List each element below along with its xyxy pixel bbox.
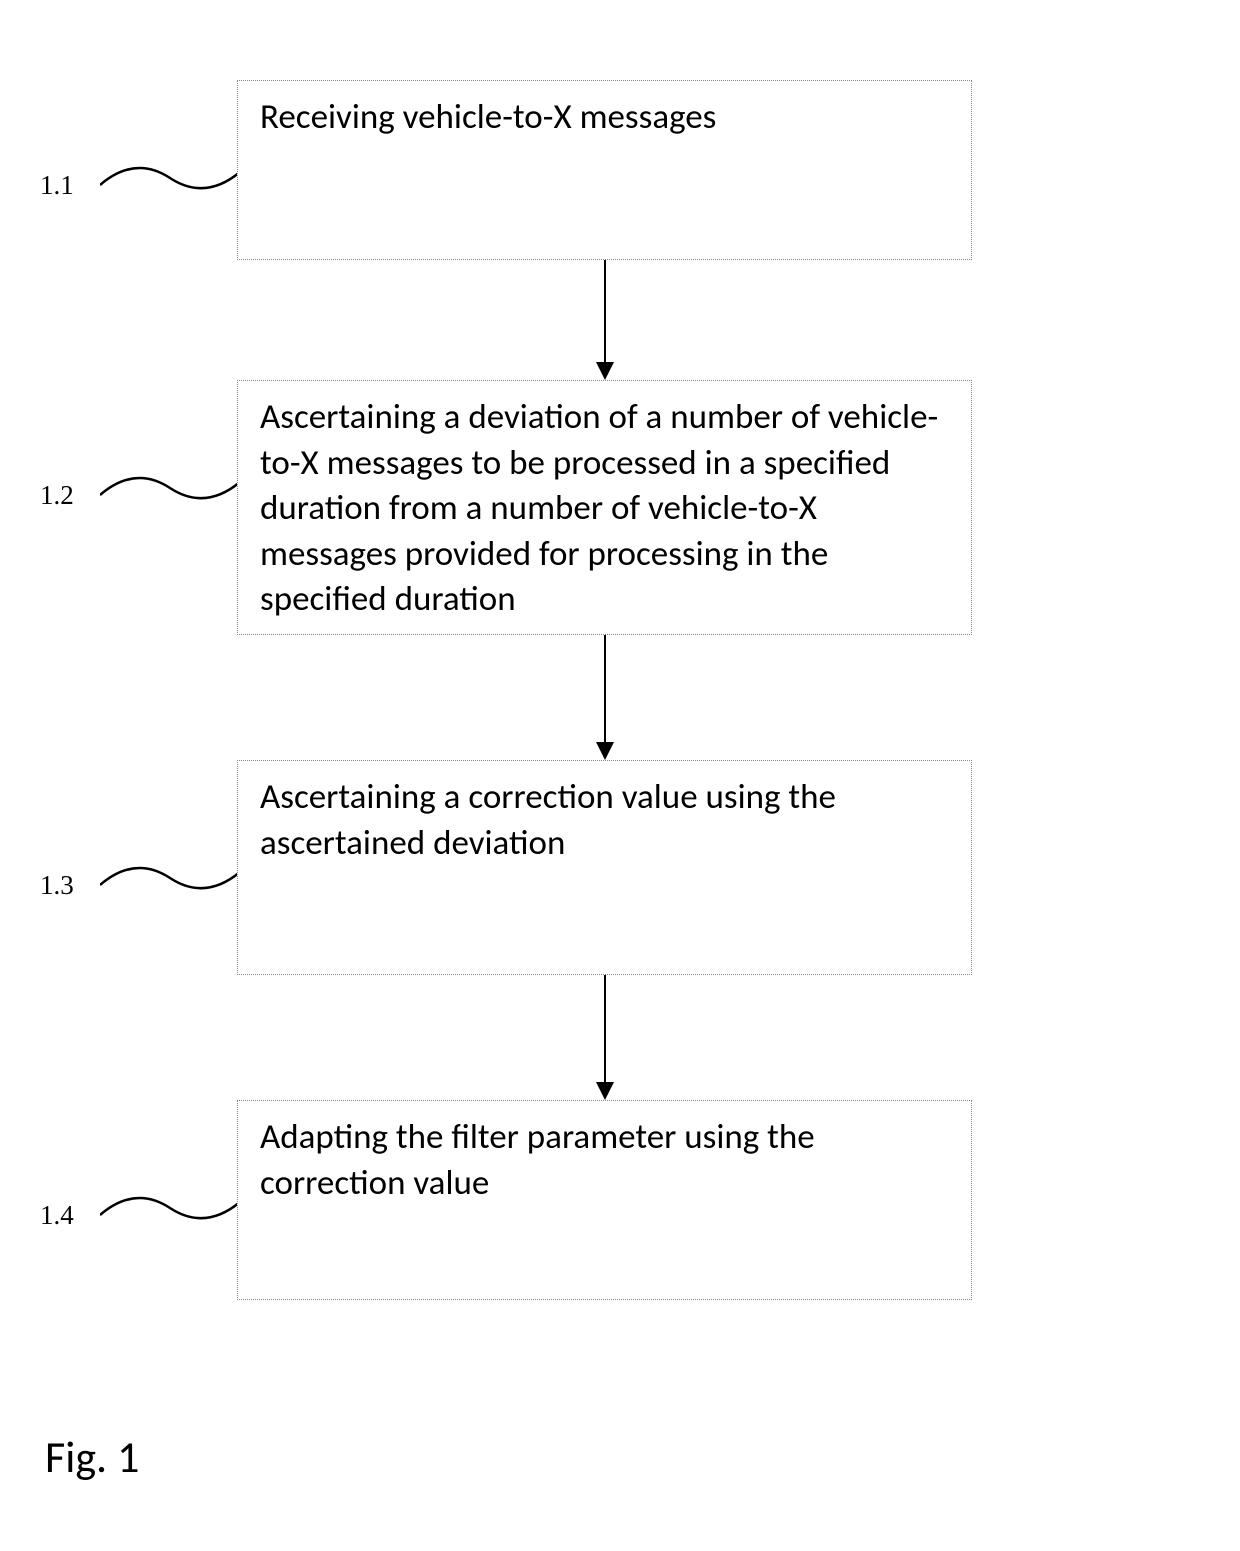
arrow-2-3 [604,635,606,742]
connector-1-2 [100,470,240,510]
step-text-1-4: Adapting the filter parameter using the … [260,1116,815,1204]
arrow-head-1-2 [596,362,614,380]
connector-1-4 [100,1190,240,1230]
step-label-1-4: 1.4 [40,1200,74,1231]
figure-caption: Fig. 1 [45,1430,139,1484]
step-label-1-2: 1.2 [40,480,74,511]
step-text-1-3: Ascertaining a correction value using th… [260,776,836,864]
step-label-1-3: 1.3 [40,870,74,901]
arrow-head-3-4 [596,1082,614,1100]
arrow-3-4 [604,975,606,1082]
arrow-head-2-3 [596,742,614,760]
connector-1-1 [100,160,240,200]
step-box-1-2: Ascertaining a deviation of a number of … [237,380,972,635]
step-text-1-2: Ascertaining a deviation of a number of … [260,396,938,620]
step-text-1-1: Receiving vehicle-to-X messages [260,96,716,138]
step-box-1-3: Ascertaining a correction value using th… [237,760,972,975]
arrow-1-2 [604,260,606,362]
step-box-1-1: Receiving vehicle-to-X messages [237,80,972,260]
connector-1-3 [100,860,240,900]
step-label-1-1: 1.1 [40,170,74,201]
step-box-1-4: Adapting the filter parameter using the … [237,1100,972,1300]
